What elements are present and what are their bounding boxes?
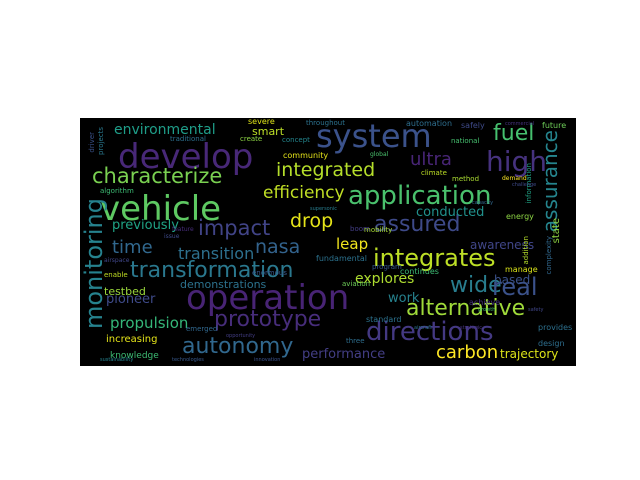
word-cloud-word: opportunity [226,333,256,339]
word-cloud-word: continues [400,267,439,276]
word-cloud-word: fundamental [316,254,367,263]
word-cloud-word: environmental [114,122,216,138]
word-cloud-word: complexity [545,236,553,275]
word-cloud-word: program [372,263,402,271]
word-cloud-word: create [240,135,263,143]
word-cloud-word: time [112,237,153,258]
word-cloud-word: national [451,137,480,145]
word-cloud-word: safety [528,307,544,313]
word-cloud-word: design [538,339,565,348]
word-cloud-word: directions [366,317,494,347]
word-cloud-word: trajectory [500,347,559,361]
word-cloud-word: strategic [460,325,483,331]
word-cloud-word: safely [461,121,485,130]
word-cloud-word: increasing [106,334,158,345]
word-cloud-word: demand [502,175,527,182]
word-cloud-word: community [283,151,329,160]
word-cloud-word: mobility [364,226,393,234]
word-cloud-word: capacity [472,200,494,206]
word-cloud-word: standard [366,315,402,324]
word-cloud-word: assurance [538,130,562,233]
word-cloud-word: commercial [505,121,535,127]
word-cloud-word: transformation [130,258,294,283]
word-cloud-word: feature [172,226,194,233]
word-cloud-word: carbon [436,342,499,363]
word-cloud-word: aviation [342,280,371,288]
word-cloud-word: provides [538,323,573,332]
word-cloud-word: system [316,118,432,155]
word-cloud-word: severe [248,118,275,126]
word-cloud-word: explores [355,271,415,287]
word-cloud-word: impact [198,216,271,240]
word-cloud-word: climate [421,169,447,177]
word-cloud-word: boom [350,225,370,233]
word-cloud-word: autonomy [182,334,294,359]
word-cloud-word: throughout [306,119,345,127]
word-cloud-word: aircraft [414,325,432,331]
word-cloud-word: previously [112,218,179,233]
word-cloud-word: technologies [172,357,204,363]
word-cloud-word: integrated [276,159,376,181]
word-cloud-word: concept [282,136,310,144]
word-cloud-word: testbed [104,285,146,298]
word-cloud-word: method [452,175,480,183]
word-cloud-word: based [494,273,531,287]
word-cloud-word: alternative [406,296,526,321]
word-cloud-word: supersonic [310,206,338,212]
word-cloud-word: fuel [493,121,535,146]
word-cloud-word: emerged [186,325,218,333]
word-cloud-word: enormous [252,269,287,277]
word-cloud-word: state [551,218,562,244]
word-cloud-word: high [486,145,548,178]
word-cloud-word: challenge [512,182,537,188]
word-cloud-word: growth [478,307,496,313]
word-cloud: vehicle operation develop system application… [80,118,576,366]
word-cloud-word: ultra [410,149,452,170]
word-cloud-word: characterize [92,164,223,188]
word-cloud-word: awareness [470,238,535,252]
word-cloud-word: knowledge [110,351,159,361]
word-cloud-word: future [542,121,567,130]
word-cloud-word: nasa [255,236,301,258]
word-cloud-word: smart [252,125,285,138]
word-cloud-word: real [492,273,538,301]
word-cloud-word: sustainability [100,357,134,363]
word-cloud-word: leap [336,235,369,253]
word-cloud-word: prototype [214,307,322,332]
word-cloud-word: addition [522,236,530,265]
word-cloud-word: develop [118,137,254,177]
word-cloud-word: propulsion [110,314,189,332]
word-cloud-word: manage [505,265,538,274]
word-cloud-word: traditional [170,135,206,143]
word-cloud-word: automation [406,119,453,128]
word-cloud-word: wide [450,273,502,298]
word-cloud-word: transition [178,244,255,263]
word-cloud-word: driver [88,132,96,153]
word-cloud-word: innovation [254,357,281,363]
word-cloud-word: issue [164,233,180,240]
word-cloud-word: energy [506,212,534,221]
word-cloud-word: conducted [416,205,485,220]
word-cloud-word: three [346,337,365,345]
word-cloud-word: performance [302,347,386,362]
word-cloud-word: achieve [469,298,501,307]
word-cloud-word: assured [374,212,461,237]
word-cloud-word: monitoring [80,198,108,330]
word-cloud-word: projects [97,127,105,155]
word-cloud-word: pioneer [106,292,156,307]
word-cloud-word: demonstrations [180,278,267,291]
word-cloud-word: airspace [104,257,130,264]
word-cloud-word: drop [290,210,334,232]
word-cloud-word: algorithm [100,187,134,195]
word-cloud-word: integrates [373,244,496,272]
word-cloud-word: global [370,151,389,158]
word-cloud-word: application [348,181,492,211]
word-cloud-word: operation [186,278,350,318]
word-cloud-word: vehicle [100,189,222,229]
word-cloud-word: work [388,291,420,306]
word-cloud-word: efficiency [263,183,345,203]
word-cloud-word: enable [104,271,128,279]
